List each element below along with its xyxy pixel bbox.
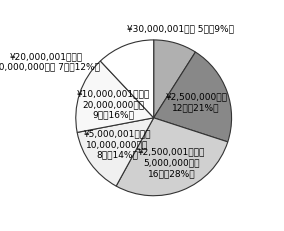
Text: ¥20,000,001以上～
30,000,000未満 7件（12%）: ¥20,000,001以上～ 30,000,000未満 7件（12%）: [0, 52, 100, 72]
Wedge shape: [154, 40, 195, 118]
Wedge shape: [77, 118, 154, 186]
Wedge shape: [100, 40, 154, 118]
Text: ¥10,000,001以上～
20,000,000未満
9件（16%）: ¥10,000,001以上～ 20,000,000未満 9件（16%）: [76, 89, 150, 120]
Text: ¥2,500,001以上～
5,000,000未満
16件（28%）: ¥2,500,001以上～ 5,000,000未満 16件（28%）: [138, 147, 205, 178]
Text: ¥5,000,001以上～
10,000,000未満
8件（14%）: ¥5,000,001以上～ 10,000,000未満 8件（14%）: [83, 129, 151, 160]
Text: ¥30,000,001以上 5件（9%）: ¥30,000,001以上 5件（9%）: [128, 25, 235, 34]
Wedge shape: [76, 61, 154, 132]
Wedge shape: [154, 52, 231, 142]
Text: ¥2,500,000未満
12件（21%）: ¥2,500,000未満 12件（21%）: [165, 93, 227, 112]
Wedge shape: [116, 118, 228, 196]
